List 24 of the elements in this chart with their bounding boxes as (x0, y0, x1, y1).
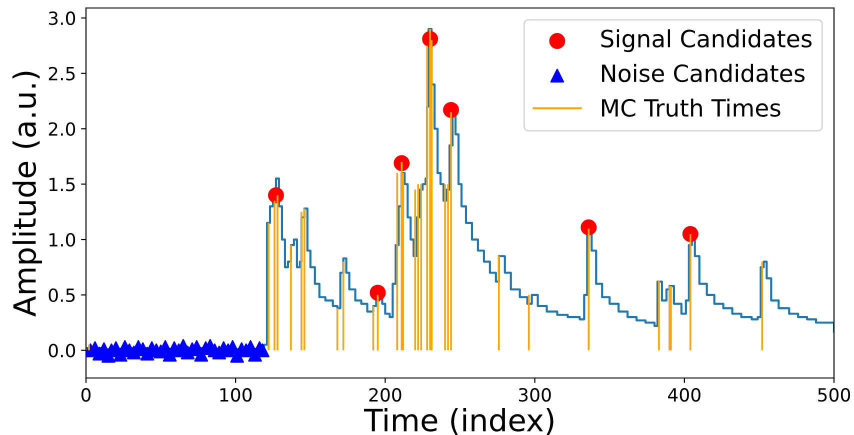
y-tick-label: 1.0 (50, 232, 76, 247)
x-axis-title: Time (index) (364, 408, 554, 435)
x-tick-label: 500 (818, 388, 850, 402)
y-tick-label: 2.0 (48, 122, 76, 136)
x-tick-label: 400 (668, 388, 700, 402)
legend-label: MC Truth Times (602, 98, 780, 117)
y-tick-label: 2.5 (48, 66, 75, 80)
x-tick-label: 200 (369, 388, 402, 402)
y-axis-title: Amplitude (a.u.) (12, 72, 42, 317)
y-tick-label: 0.0 (48, 344, 76, 358)
point (443, 102, 459, 118)
point (370, 284, 386, 301)
point (580, 219, 597, 236)
point (268, 187, 284, 204)
y-tick-label: 1.5 (50, 178, 75, 192)
legend-label: Signal Candidates (601, 29, 812, 52)
point (682, 226, 698, 242)
x-tick-label: 100 (220, 388, 252, 402)
x-tick-label: 300 (518, 388, 551, 402)
x-tick-label: 0 (81, 388, 91, 402)
y-tick-label: 0.5 (48, 288, 75, 302)
y-tick-label: 3.0 (48, 11, 76, 26)
point (394, 155, 410, 172)
legend-label: Noise Candidates (602, 64, 805, 82)
